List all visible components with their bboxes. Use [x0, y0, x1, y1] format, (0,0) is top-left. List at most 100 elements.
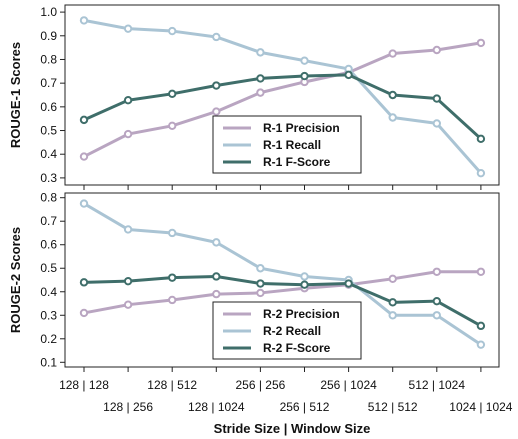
data-point — [79, 308, 89, 318]
y-tick-label: 0.3 — [40, 308, 57, 322]
data-point — [432, 119, 441, 128]
x-axis-title: Stride Size | Window Size — [214, 421, 371, 436]
x-tick-label: 128 | 256 — [103, 400, 153, 414]
data-point — [256, 264, 265, 273]
legend: R-2 Precision R-2 Recall R-2 F-Score — [212, 301, 362, 360]
data-point — [123, 276, 133, 286]
y-axis-title: ROUGE-2 Scores — [8, 227, 23, 333]
data-point — [432, 267, 441, 276]
data-point — [476, 340, 486, 349]
data-point — [79, 152, 89, 161]
y-tick-label: 1.0 — [40, 5, 57, 19]
data-point — [388, 311, 397, 320]
data-point — [168, 26, 177, 36]
data-point — [432, 296, 441, 306]
data-point — [300, 56, 309, 65]
series-line-3 — [83, 73, 482, 140]
data-point — [344, 279, 353, 288]
y-tick-label: 0.6 — [40, 100, 57, 114]
data-point — [388, 90, 397, 100]
x-tick-label: 128 | 512 — [147, 378, 197, 392]
y-tick-label: 0.4 — [40, 285, 57, 299]
data-point — [300, 71, 309, 81]
y-axis-title: ROUGE-1 Scores — [8, 42, 23, 148]
data-point — [256, 74, 265, 83]
data-point — [476, 134, 486, 144]
x-tick-label: 128 | 1024 — [188, 400, 245, 414]
legend-label: R-1 F-Score — [263, 155, 331, 169]
data-point — [256, 279, 265, 288]
data-point — [300, 272, 309, 281]
data-point — [168, 89, 177, 99]
data-point — [123, 96, 133, 105]
series-line-3 — [83, 274, 482, 328]
data-point — [79, 16, 89, 25]
y-tick-label: 0.9 — [40, 29, 57, 43]
data-point — [432, 311, 441, 320]
data-point — [79, 115, 89, 125]
data-point — [432, 45, 441, 55]
x-tick-label: 1024 | 1024 — [449, 400, 513, 414]
data-point — [388, 49, 397, 58]
data-point — [212, 238, 221, 247]
x-tick-label: 512 | 1024 — [409, 378, 466, 392]
data-point — [212, 81, 221, 90]
data-point — [344, 70, 353, 80]
data-point — [256, 88, 265, 97]
y-tick-label: 0.5 — [40, 261, 57, 275]
y-tick-label: 0.5 — [40, 124, 57, 138]
chart-panel-1: 1.0 0.9 0.8 0.7 0.6 0.5 0.4 0.3 ROUGE-1 Scores R-… — [8, 4, 500, 190]
y-tick-label: 0.4 — [40, 147, 57, 161]
data-point — [388, 274, 397, 284]
data-point — [476, 38, 486, 48]
data-point — [79, 199, 89, 208]
x-tick-label: 256 | 1024 — [320, 378, 377, 392]
data-point — [212, 32, 221, 42]
data-point — [79, 278, 89, 287]
data-point — [300, 280, 309, 289]
data-point — [123, 24, 133, 33]
legend-label: R-2 Precision — [263, 307, 340, 321]
legend-label: R-2 Recall — [263, 324, 321, 338]
y-tick-label: 0.1 — [40, 355, 57, 369]
data-point — [388, 298, 397, 307]
y-tick-label: 0.8 — [40, 191, 57, 205]
series-line-1 — [83, 270, 481, 315]
data-point — [256, 288, 265, 298]
y-tick-label: 0.6 — [40, 238, 57, 252]
data-point — [256, 48, 265, 57]
data-point — [168, 273, 177, 282]
data-point — [123, 300, 133, 309]
y-tick-label: 0.7 — [40, 76, 57, 90]
data-point — [168, 228, 177, 238]
x-tick-label: 256 | 512 — [280, 400, 330, 414]
legend-label: R-2 F-Score — [263, 341, 331, 355]
x-tick-label: 512 | 512 — [368, 400, 418, 414]
data-point — [432, 94, 441, 103]
y-tick-label: 0.7 — [40, 214, 57, 228]
data-point — [212, 272, 221, 281]
data-point — [388, 113, 397, 122]
x-tick-label: 128 | 128 — [59, 378, 109, 392]
chart-panel-2: 0.8 0.7 0.6 0.5 0.4 0.3 0.2 0.1 ROUGE-2 Scores R-… — [8, 191, 500, 372]
data-point — [123, 225, 133, 234]
plot-frame — [64, 4, 500, 186]
data-point — [476, 168, 486, 178]
series-line-1 — [83, 41, 482, 158]
y-tick-label: 0.3 — [40, 171, 57, 185]
data-point — [212, 289, 221, 299]
plot-frame — [64, 192, 500, 368]
data-point — [476, 321, 486, 331]
y-tick-label: 0.2 — [40, 332, 57, 346]
series-line-2 — [83, 18, 483, 175]
data-point — [168, 121, 177, 130]
legend: R-1 Precision R-1 Recall R-1 F-Score — [212, 115, 362, 174]
y-tick-label: 0.8 — [40, 52, 57, 66]
legend-label: R-1 Precision — [263, 121, 340, 135]
series-line-2 — [83, 202, 482, 346]
data-point — [476, 267, 486, 276]
data-point — [168, 295, 177, 305]
data-point — [212, 107, 221, 116]
legend-label: R-1 Recall — [263, 138, 321, 152]
